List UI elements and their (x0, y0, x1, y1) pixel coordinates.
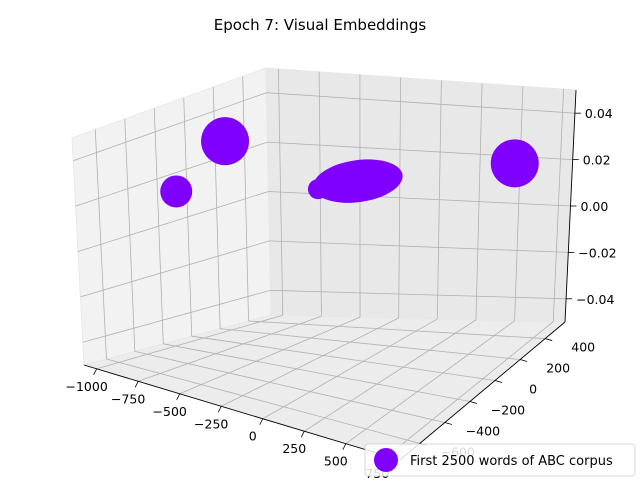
data-point-cluster-edge (307, 179, 328, 200)
x-tick-label: −1000 (65, 379, 107, 394)
x-grid-line-floor (387, 321, 554, 457)
z-grid-line-back (269, 240, 569, 253)
x-grid-line-floor (138, 315, 322, 382)
x-tick-label: 250 (282, 441, 306, 456)
y-tick-label: −200 (491, 402, 525, 417)
legend-marker (374, 448, 398, 472)
y-grid-line-floor (220, 328, 521, 360)
x-tick-label: −250 (194, 416, 228, 431)
x-grid-line-floor (221, 317, 399, 407)
z-tick-label: 0.02 (583, 153, 611, 168)
y-grid-line-floor (191, 335, 496, 381)
x-tick-label: −500 (153, 404, 187, 419)
z-grid-line-left (80, 240, 270, 298)
y-tick (469, 401, 478, 404)
x-tick (217, 406, 222, 413)
x-tick-label: 0 (249, 429, 257, 444)
data-point (490, 139, 539, 188)
data-point (160, 175, 193, 208)
legend-box (364, 443, 636, 477)
tick-marks (93, 112, 581, 463)
y-tick-label: 200 (546, 361, 570, 376)
y-grid-line-floor (163, 343, 471, 402)
x-grid-line-floor (179, 316, 361, 395)
z-tick-label: −0.04 (576, 292, 614, 307)
y-grid-line-floor (106, 358, 420, 444)
z-grid-line-left (73, 92, 267, 162)
x-tick (342, 443, 347, 450)
x-grid-line-floor (96, 314, 283, 370)
z-grid-line-left (82, 289, 271, 343)
x-tick (134, 381, 139, 388)
x-tick (300, 431, 305, 438)
x-grid-line-floor (304, 319, 477, 432)
z-grid-line-left (77, 191, 269, 252)
legend: First 2500 words of ABC corpus (364, 443, 636, 477)
x-tick (93, 368, 97, 375)
x-tick (259, 418, 264, 425)
x-axis-line (83, 364, 401, 461)
y-tick-label: 400 (571, 340, 595, 355)
z-tick-label: −0.02 (578, 245, 616, 260)
z-grid-line-back (270, 289, 567, 300)
z-grid-line-back (266, 92, 575, 114)
y-tick-label: −400 (466, 423, 500, 438)
y-tick (520, 359, 528, 362)
chart-title: Epoch 7: Visual Embeddings (214, 16, 427, 34)
z-tick-label: 0.04 (585, 106, 613, 121)
data-points (160, 117, 539, 208)
y-tick-label: 0 (529, 382, 537, 397)
legend-label: First 2500 words of ABC corpus (410, 454, 613, 469)
data-point (201, 117, 250, 166)
x-tick-label: 500 (324, 454, 348, 469)
x-tick-label: −750 (111, 391, 145, 406)
data-point-cluster (313, 159, 403, 203)
x-grid-line-floor (262, 318, 438, 420)
y-grid-line-floor (248, 320, 546, 339)
left-pane (71, 67, 272, 366)
y-tick (545, 338, 553, 341)
y-tick (494, 380, 503, 383)
x-grid-line-floor (345, 320, 515, 445)
z-tick-label: 0.00 (581, 199, 609, 214)
y-axis-line (399, 321, 566, 461)
x-tick (176, 393, 181, 400)
y-grid-line-floor (134, 351, 445, 423)
y-tick (444, 422, 452, 425)
